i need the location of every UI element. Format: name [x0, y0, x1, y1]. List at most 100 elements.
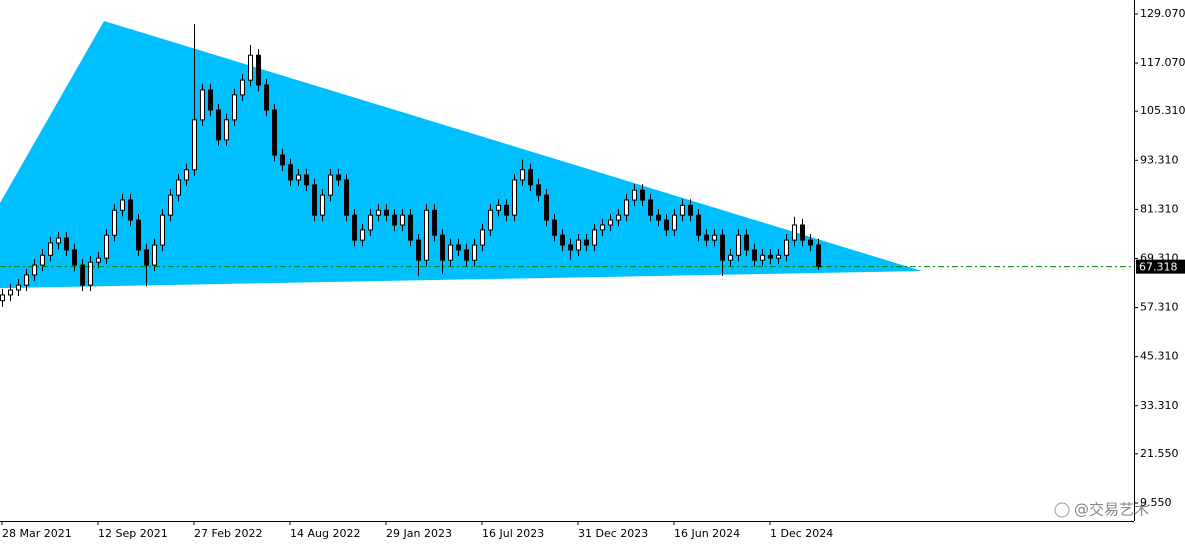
candle-body [264, 84, 269, 111]
candle-body [792, 224, 797, 241]
candle-body [152, 244, 157, 266]
candle-body [432, 209, 437, 236]
candle-body [144, 249, 149, 266]
y-tick-label: 117.070 [1140, 56, 1185, 69]
candle-body [176, 179, 181, 196]
x-tick-label: 12 Sep 2021 [98, 527, 168, 540]
current-price-box [1136, 259, 1185, 274]
candle-body [552, 219, 557, 236]
candle-body [160, 214, 165, 246]
candle-body [608, 219, 613, 226]
candle-body [736, 234, 741, 256]
candle-body [496, 204, 501, 211]
candle-body [672, 214, 677, 231]
candle-body [456, 244, 461, 251]
x-tick-label: 27 Feb 2022 [194, 527, 262, 540]
candle-body [24, 274, 29, 286]
candle-body [784, 239, 789, 256]
x-tick-label: 29 Jan 2023 [386, 527, 452, 540]
candle-body [592, 229, 597, 246]
candle-body [664, 219, 669, 231]
candle-body [448, 244, 453, 261]
candle-body [0, 294, 5, 302]
candle-body [584, 239, 589, 246]
candle-body [816, 244, 821, 268]
candle-body [8, 289, 13, 296]
y-tick-label: 129.070 [1140, 7, 1185, 20]
candle-body [600, 224, 605, 231]
y-tick-label: 105.310 [1140, 104, 1185, 117]
x-tick-label: 31 Dec 2023 [578, 527, 648, 540]
candle-body [248, 54, 253, 81]
candle-body [104, 234, 109, 259]
candle-body [200, 89, 205, 121]
candle-body [64, 237, 69, 251]
x-tick-label: 1 Dec 2024 [770, 527, 833, 540]
candle-body [16, 284, 21, 291]
candle-body [808, 239, 813, 246]
candle-body [408, 214, 413, 241]
candle-body [120, 199, 125, 211]
candle-body [296, 174, 301, 181]
candle-body [376, 209, 381, 216]
candle-body [680, 204, 685, 216]
candle-body [576, 239, 581, 251]
candle-body [112, 209, 117, 236]
x-tick-label: 14 Aug 2022 [290, 527, 360, 540]
candle-body [800, 224, 805, 241]
candle-body [336, 174, 341, 181]
candle-body [128, 199, 133, 221]
candle-body [304, 174, 309, 186]
candle-body [56, 237, 61, 244]
candle-body [232, 94, 237, 121]
candle-body [488, 209, 493, 231]
candle-body [40, 254, 45, 266]
candle-body [208, 89, 213, 111]
candle-body [192, 119, 197, 171]
y-tick-label: 45.310 [1140, 350, 1179, 363]
candle-body [96, 257, 101, 263]
y-tick-label: 93.310 [1140, 153, 1179, 166]
candle-body [512, 179, 517, 216]
candle-body [536, 184, 541, 196]
candle-body [776, 254, 781, 259]
y-tick-label: 33.310 [1140, 399, 1179, 412]
candle-body [360, 229, 365, 241]
watermark: @交易艺术 [1074, 501, 1149, 519]
candle-body [504, 204, 509, 216]
watermark-icon [1054, 502, 1070, 518]
candle-body [136, 219, 141, 251]
candle-body [560, 234, 565, 246]
x-tick-label: 28 Mar 2021 [2, 527, 72, 540]
candle-body [392, 214, 397, 226]
candle-body [656, 214, 661, 221]
y-tick-label: 81.310 [1140, 202, 1179, 215]
candle-body [240, 79, 245, 96]
triangle-object [0, 20, 922, 289]
candle-body [648, 199, 653, 216]
candle-body [624, 199, 629, 216]
y-tick-label: 9.550 [1140, 496, 1172, 509]
candle-body [480, 229, 485, 246]
candle-body [760, 254, 765, 261]
candle-body [424, 209, 429, 261]
candle-body [288, 164, 293, 181]
candle-body [344, 179, 349, 216]
candle-body [464, 249, 469, 261]
candle-body [752, 249, 757, 261]
candle-body [696, 214, 701, 236]
candle-body [216, 109, 221, 141]
candle-body [768, 254, 773, 259]
candle-body [384, 209, 389, 216]
candle-body [616, 214, 621, 221]
x-tick-label: 16 Jul 2023 [482, 527, 544, 540]
candle-body [632, 189, 637, 201]
candle-body [48, 242, 53, 256]
candle-body [720, 234, 725, 261]
candle-body [640, 189, 645, 201]
candle-body [712, 234, 717, 241]
candle-body [472, 244, 477, 261]
y-tick-label: 21.550 [1140, 447, 1179, 460]
candle-body [400, 214, 405, 226]
candle-body [80, 264, 85, 286]
